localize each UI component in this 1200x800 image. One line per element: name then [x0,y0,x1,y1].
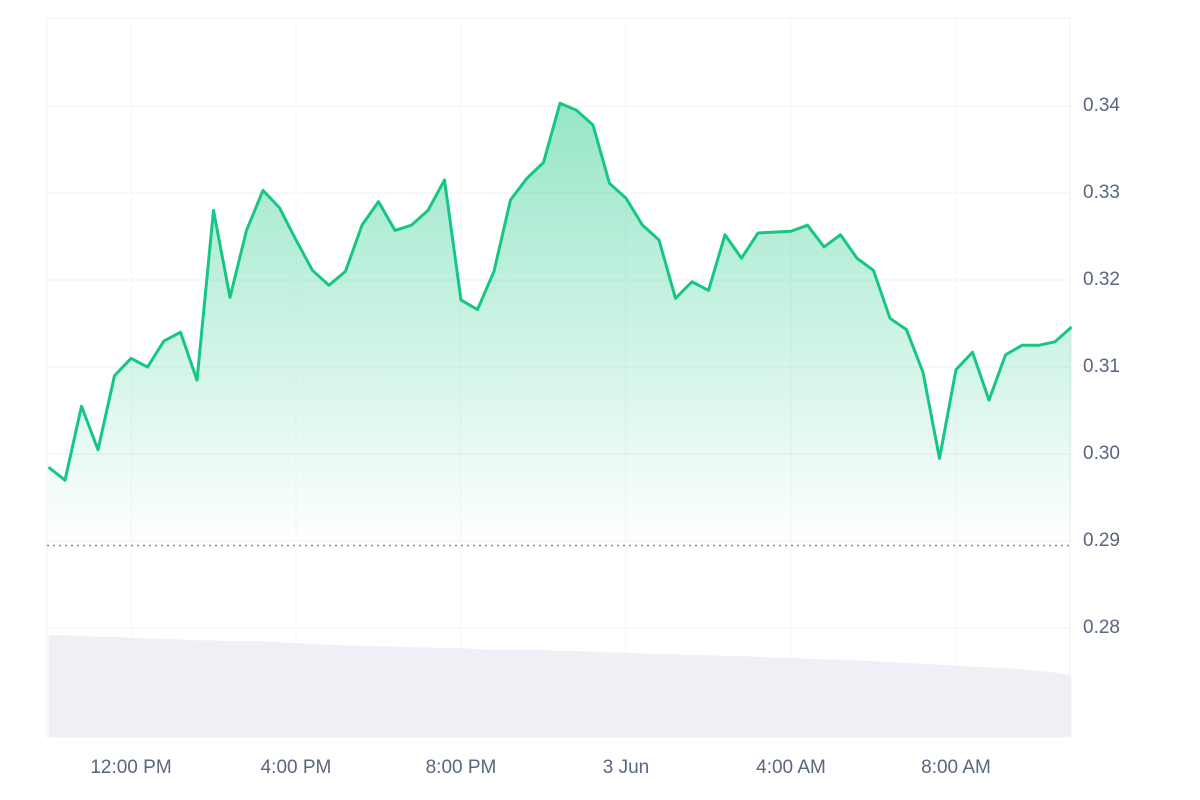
x-tick-label: 8:00 AM [921,757,991,778]
x-tick-label: 4:00 PM [261,757,332,778]
y-tick-label: 0.28 [1083,617,1120,638]
y-tick-label: 0.31 [1083,356,1120,377]
volume-area [48,635,1072,737]
y-tick-label: 0.32 [1083,269,1120,290]
x-tick-label: 12:00 PM [90,757,171,778]
x-tick-label: 4:00 AM [756,757,826,778]
y-tick-label: 0.33 [1083,182,1120,203]
price-line [47,101,1073,482]
x-tick-label: 8:00 PM [426,757,497,778]
y-tick-label: 0.34 [1083,95,1120,116]
x-tick-label: 3 Jun [603,757,649,778]
y-tick-label: 0.29 [1083,530,1120,551]
price-area [48,103,1072,546]
y-tick-label: 0.30 [1083,443,1120,464]
